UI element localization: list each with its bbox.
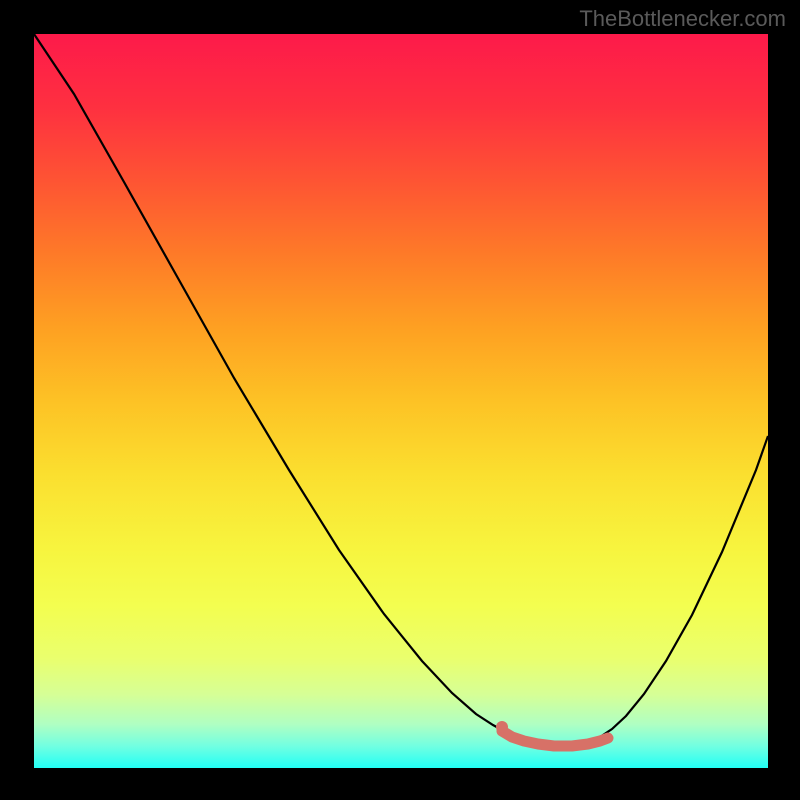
optimal-point-dot [496, 721, 508, 733]
chart-container [34, 34, 768, 768]
bottleneck-curve [34, 34, 768, 746]
optimal-range-marker [502, 731, 608, 746]
chart-plot [34, 34, 768, 768]
watermark-text: TheBottlenecker.com [579, 6, 786, 32]
